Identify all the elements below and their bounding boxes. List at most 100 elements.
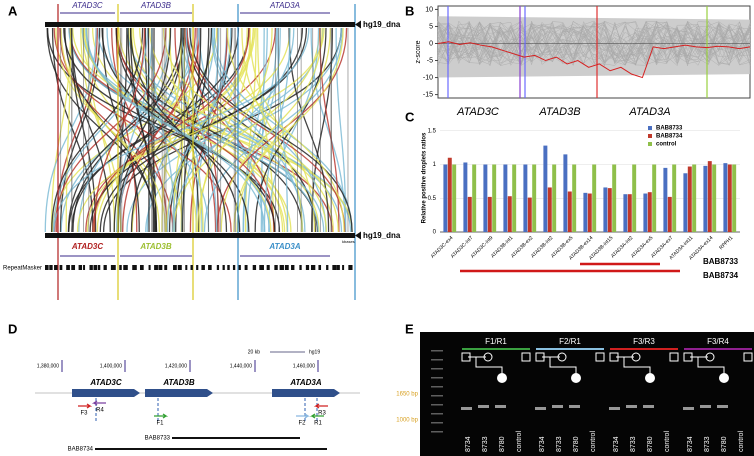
alignment-curve bbox=[147, 27, 150, 233]
deletion-label: BAB8733 bbox=[703, 257, 739, 266]
gel-band bbox=[478, 405, 489, 408]
repeat-block bbox=[310, 265, 316, 270]
track-label: hg19_dna bbox=[363, 20, 401, 29]
y-tick-label: -10 bbox=[423, 74, 433, 81]
bar bbox=[692, 164, 697, 232]
legend-swatch bbox=[648, 126, 652, 130]
bar bbox=[732, 164, 737, 232]
primer-label: R3 bbox=[318, 411, 326, 417]
coordinate-label: 1,400,000 bbox=[100, 363, 122, 369]
alignment-curve bbox=[288, 27, 330, 233]
repeat-block bbox=[132, 265, 137, 270]
bar bbox=[447, 157, 452, 232]
deletion-label: BAB8734 bbox=[703, 271, 739, 280]
gel-band bbox=[700, 405, 711, 408]
bar bbox=[443, 164, 448, 232]
gene-arrow bbox=[145, 389, 213, 397]
y-tick-label: 1 bbox=[433, 162, 437, 168]
gel-band bbox=[683, 407, 694, 410]
pedigree-proband bbox=[571, 373, 581, 383]
pedigree-male bbox=[743, 352, 753, 362]
repeat-block bbox=[279, 265, 284, 270]
repeat-block bbox=[291, 265, 295, 270]
alignment-curve bbox=[63, 27, 276, 233]
repeat-block bbox=[89, 265, 93, 270]
alignment-curve bbox=[76, 27, 325, 233]
repeat-block bbox=[244, 265, 248, 270]
alignment-curve bbox=[86, 27, 291, 233]
repeat-block bbox=[103, 265, 107, 270]
repeat-block bbox=[274, 265, 278, 270]
pedigree-male bbox=[669, 352, 679, 362]
primer-label: F1 bbox=[156, 421, 164, 427]
bar bbox=[583, 192, 588, 232]
lane-label: 8733 bbox=[556, 436, 563, 452]
background-profile bbox=[437, 21, 751, 63]
repeat-block bbox=[284, 265, 289, 270]
lane-label: 8734 bbox=[465, 436, 472, 452]
alignment-curve bbox=[130, 27, 213, 233]
bar bbox=[487, 196, 492, 232]
background-profile bbox=[437, 20, 751, 66]
repeat-block bbox=[227, 265, 230, 270]
lane-label: 8780 bbox=[499, 436, 506, 452]
bar bbox=[547, 187, 552, 232]
pedigree-male bbox=[535, 352, 545, 362]
bar bbox=[527, 197, 532, 232]
alignment-curve bbox=[162, 27, 339, 233]
coordinate-label: 1,440,000 bbox=[230, 363, 252, 369]
coordinate-label: 1,420,000 bbox=[165, 363, 187, 369]
pedigree-proband bbox=[497, 373, 507, 383]
bar bbox=[712, 164, 717, 232]
panel-letter: D bbox=[8, 321, 17, 336]
deletion-label: BAB8734 bbox=[68, 447, 94, 453]
track-arrow bbox=[355, 20, 361, 29]
bar bbox=[667, 196, 672, 232]
repeat-block bbox=[336, 265, 340, 270]
alignment-curve bbox=[319, 27, 340, 233]
track-label: RepeatMasker bbox=[3, 266, 42, 272]
gene-label: ATAD3C bbox=[71, 1, 103, 10]
ladder-band bbox=[431, 386, 443, 388]
legend-swatch bbox=[648, 134, 652, 138]
lane-label: 8780 bbox=[573, 436, 580, 452]
y-axis-label: Relative positive droplets ratios bbox=[422, 132, 428, 223]
repeat-block bbox=[326, 265, 329, 270]
track-arrow bbox=[355, 231, 361, 240]
bar bbox=[647, 192, 652, 232]
alignment-curve bbox=[172, 27, 295, 233]
repeat-block bbox=[71, 265, 76, 270]
bar bbox=[623, 194, 628, 232]
background-profile bbox=[437, 20, 751, 66]
gene-label: ATAD3C bbox=[456, 106, 499, 118]
ladder-label: 1000 bp bbox=[396, 418, 418, 424]
y-axis-label: z-score bbox=[415, 40, 422, 63]
lane-label: control bbox=[738, 431, 745, 452]
alignment-curve bbox=[130, 27, 228, 233]
repeat-block bbox=[158, 265, 163, 270]
alignment-curve bbox=[85, 27, 266, 233]
primer-pair-label: F3/R3 bbox=[633, 337, 655, 346]
background-profile bbox=[437, 21, 751, 65]
pedigree-female bbox=[631, 352, 641, 362]
bar bbox=[552, 164, 557, 232]
lane-label: 8780 bbox=[647, 436, 654, 452]
background-profile bbox=[437, 22, 751, 66]
legend-label: BAB8734 bbox=[656, 134, 683, 140]
ladder-band bbox=[431, 413, 443, 415]
alignment-curve bbox=[196, 27, 273, 233]
alignment-curve bbox=[53, 27, 310, 233]
pedigree-female bbox=[483, 352, 493, 362]
pedigree bbox=[468, 356, 503, 375]
panel-letter: E bbox=[405, 321, 414, 336]
gel-band bbox=[535, 407, 546, 410]
alignment-curve bbox=[198, 27, 264, 233]
bar bbox=[523, 164, 528, 232]
repeat-block bbox=[66, 265, 70, 270]
alignment-curve bbox=[111, 27, 168, 233]
background-profile bbox=[437, 21, 751, 66]
bar bbox=[587, 193, 592, 232]
gene-arrow bbox=[272, 389, 340, 397]
ladder-band bbox=[431, 359, 443, 361]
bar bbox=[532, 164, 537, 232]
